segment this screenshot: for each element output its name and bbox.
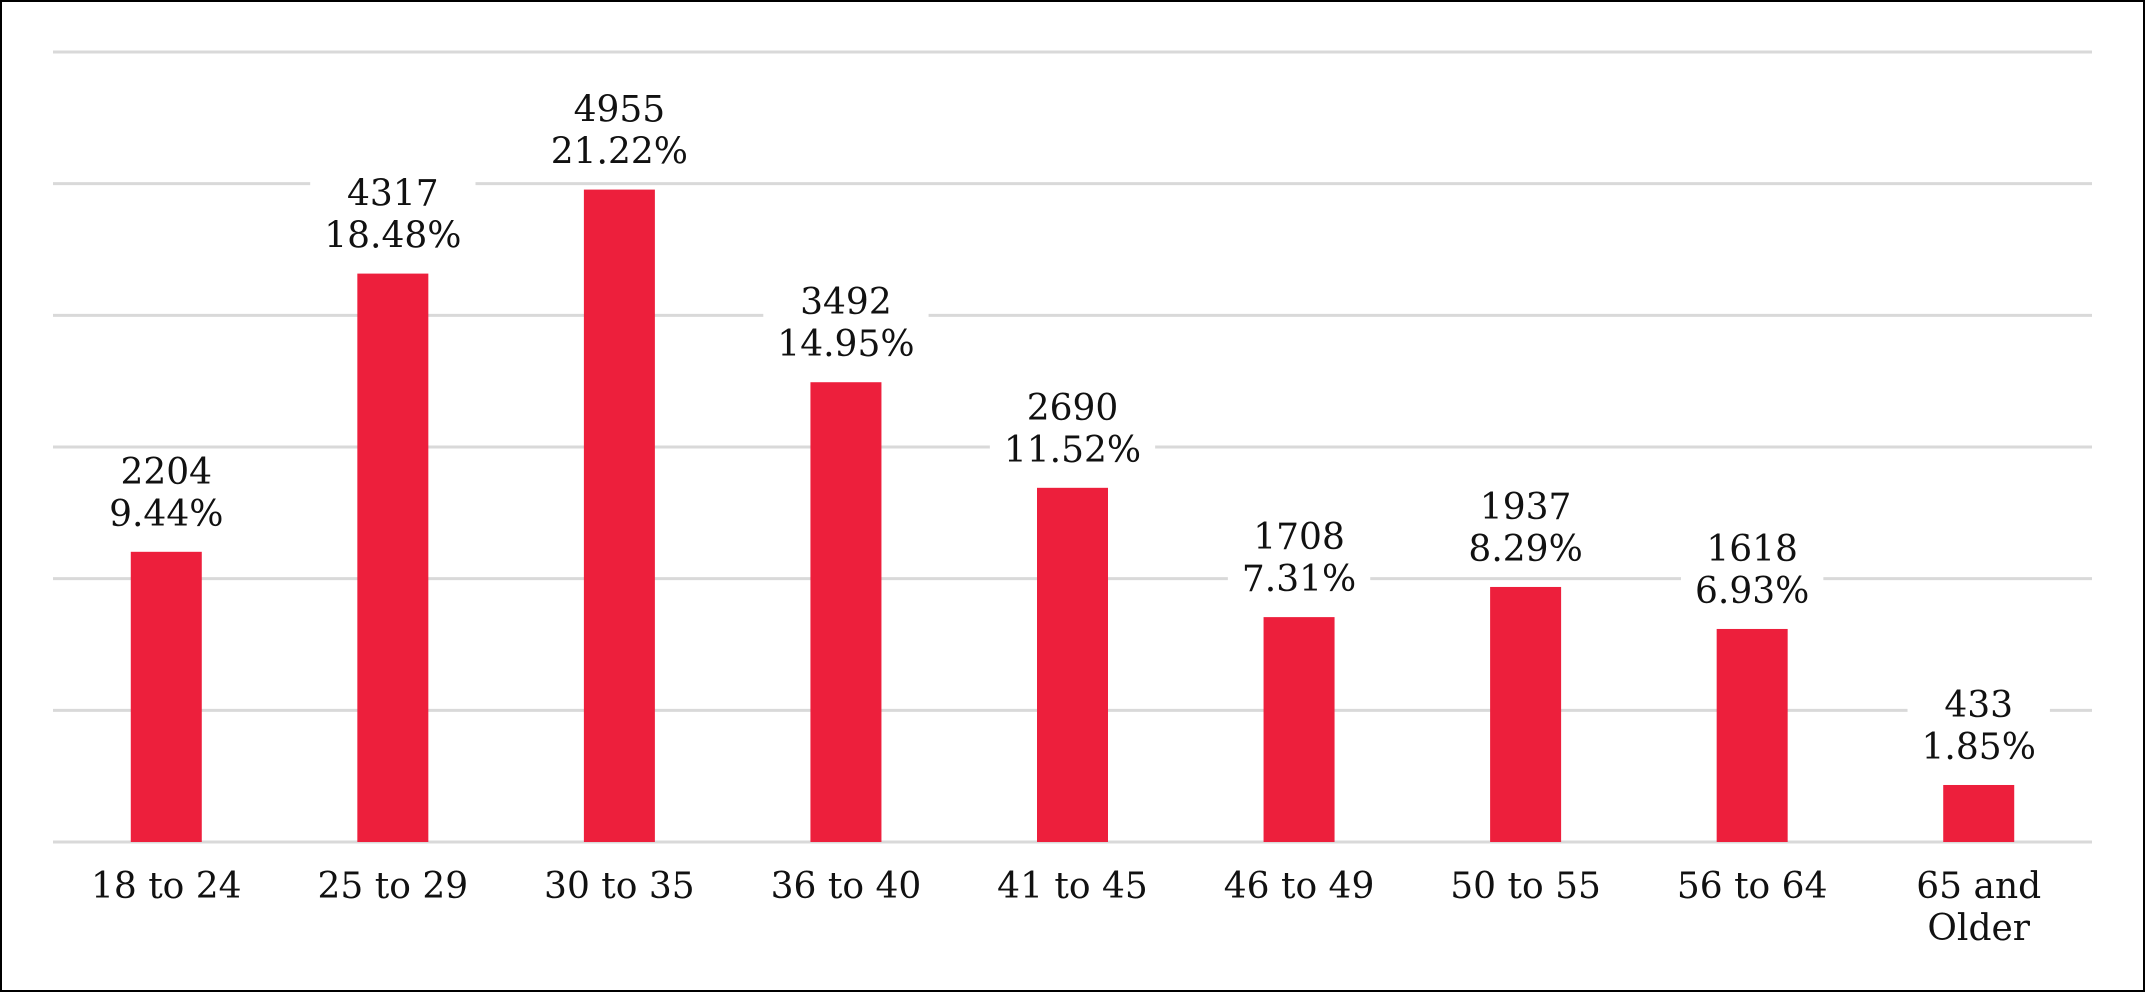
- data-label-count: 4955: [574, 90, 666, 131]
- x-tick-label-line: 56 to 64: [1677, 866, 1828, 907]
- data-label-percent: 9.44%: [109, 494, 223, 535]
- bar: [1943, 784, 2015, 842]
- data-label-background: [1907, 682, 2050, 773]
- bar: [1716, 628, 1788, 842]
- data-label-percent: 21.22%: [551, 132, 688, 173]
- x-tick-label: 46 to 49: [1224, 866, 1375, 907]
- data-label-percent: 18.48%: [324, 216, 461, 257]
- data-label-percent: 8.29%: [1468, 529, 1582, 570]
- data-label-background: [536, 87, 703, 178]
- data-label-count: 4317: [347, 174, 439, 215]
- x-tick-label-line: 65 and: [1916, 866, 2041, 907]
- data-label-percent: 6.93%: [1695, 571, 1809, 612]
- bar: [1490, 586, 1562, 842]
- bar: [583, 189, 655, 842]
- x-tick-label: 56 to 64: [1677, 866, 1828, 907]
- x-tick-label-line: 50 to 55: [1450, 866, 1601, 907]
- data-label-background: [1680, 526, 1824, 617]
- bar: [1263, 617, 1335, 842]
- x-axis-tick-labels: 18 to 24 25 to 29 30 to 35 36 to 40 41 to 45…: [91, 866, 2041, 949]
- data-label-percent: 1.85%: [1922, 727, 2036, 768]
- data-label-count: 2204: [120, 452, 212, 493]
- data-label-count: 1708: [1253, 517, 1345, 558]
- data-label-count: 3492: [800, 282, 892, 323]
- data-label-background: [95, 449, 238, 540]
- x-tick-label: 18 to 24: [91, 866, 242, 907]
- data-label-count: 433: [1944, 685, 2013, 726]
- x-tick-label-line: 18 to 24: [91, 866, 242, 907]
- x-tick-label: 41 to 45: [997, 866, 1148, 907]
- bar: [810, 382, 882, 842]
- x-tick-label: 36 to 40: [771, 866, 922, 907]
- data-label-count: 2690: [1027, 388, 1119, 429]
- data-label-background: [1227, 515, 1371, 606]
- data-label-background: [989, 385, 1156, 476]
- x-tick-label-line: 41 to 45: [997, 866, 1148, 907]
- bar: [130, 551, 202, 842]
- x-tick-label-line: 36 to 40: [771, 866, 922, 907]
- data-label-count: 1937: [1480, 487, 1572, 528]
- bar: [1037, 487, 1108, 842]
- x-tick-label: 30 to 35: [544, 866, 695, 907]
- data-label-percent: 14.95%: [777, 324, 914, 365]
- data-label-background: [763, 280, 929, 371]
- bar: [357, 273, 429, 843]
- x-tick-label-line: 46 to 49: [1224, 866, 1375, 907]
- x-tick-label: 65 and Older: [1916, 866, 2041, 949]
- data-label-background: [1454, 484, 1597, 575]
- data-label-count: 1618: [1706, 529, 1798, 570]
- data-label-background: [310, 171, 476, 262]
- data-label-percent: 11.52%: [1004, 430, 1141, 471]
- x-tick-label: 25 to 29: [318, 866, 469, 907]
- x-tick-label: 50 to 55: [1450, 866, 1601, 907]
- bars: [130, 189, 2015, 843]
- x-tick-label-line: Older: [1927, 908, 2030, 949]
- x-tick-label-line: 30 to 35: [544, 866, 695, 907]
- x-tick-label-line: 25 to 29: [318, 866, 469, 907]
- data-label-percent: 7.31%: [1242, 559, 1356, 600]
